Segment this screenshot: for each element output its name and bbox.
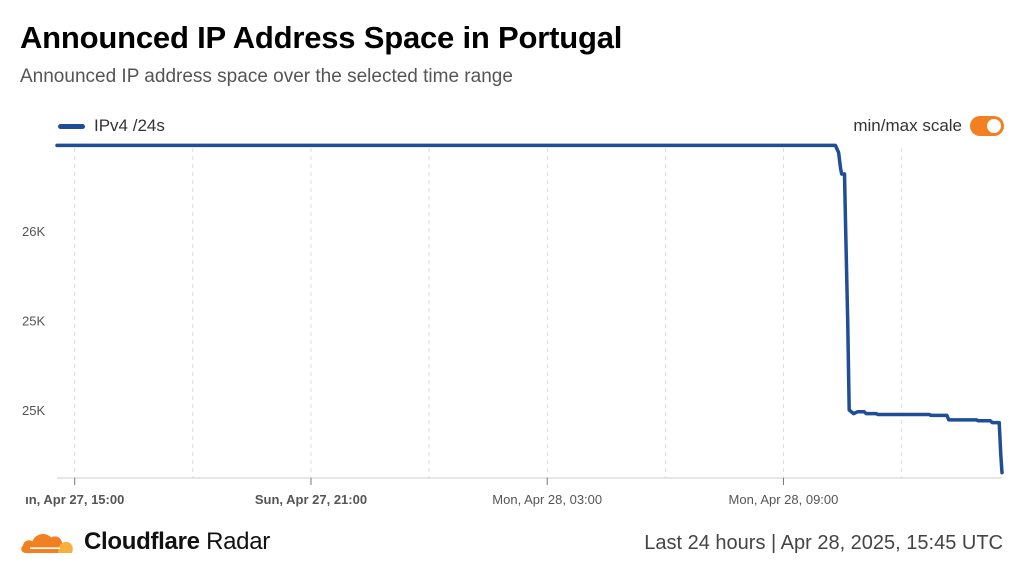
scale-toggle-label: min/max scale	[853, 116, 962, 135]
min-max-scale-control: min/max scale	[853, 116, 1004, 136]
series-line	[55, 143, 1004, 475]
cloudflare-radar-logo[interactable]: Cloudflare Radar	[20, 528, 270, 556]
x-tick-label: Mon, Apr 28, 03:00	[492, 492, 602, 507]
x-tick-label: Sun, Apr 27, 21:00	[255, 492, 367, 507]
legend-label: IPv4 /24s	[94, 116, 165, 135]
legend[interactable]: IPv4 /24s	[58, 116, 165, 136]
chart-title: Announced IP Address Space in Portugal	[20, 20, 623, 55]
time-range-info: Last 24 hours | Apr 28, 2025, 15:45 UTC	[644, 532, 1003, 554]
y-tick-label: 25K	[22, 403, 45, 418]
y-axis: 26K 25K 25K	[22, 224, 45, 418]
x-tick-label: Mon, Apr 28, 09:00	[729, 492, 839, 507]
x-axis: ın, Apr 27, 15:00 Sun, Apr 27, 21:00 Mon, …	[25, 477, 1002, 507]
brand-name: Cloudflare Radar	[84, 528, 270, 555]
grid	[74, 148, 903, 478]
toggle-knob	[987, 119, 1001, 133]
y-tick-label: 26K	[22, 224, 45, 239]
cloudflare-cloud-icon	[21, 534, 73, 553]
y-tick-label: 25K	[22, 314, 45, 329]
series-layer	[55, 143, 1004, 475]
scale-toggle-switch[interactable]	[970, 116, 1004, 136]
chart-subtitle: Announced IP address space over the sele…	[20, 66, 513, 87]
chart-plot: ın, Apr 27, 15:00 Sun, Apr 27, 21:00 Mon, …	[22, 143, 1004, 507]
legend-swatch	[58, 123, 85, 129]
x-tick-label: ın, Apr 27, 15:00	[25, 492, 124, 507]
